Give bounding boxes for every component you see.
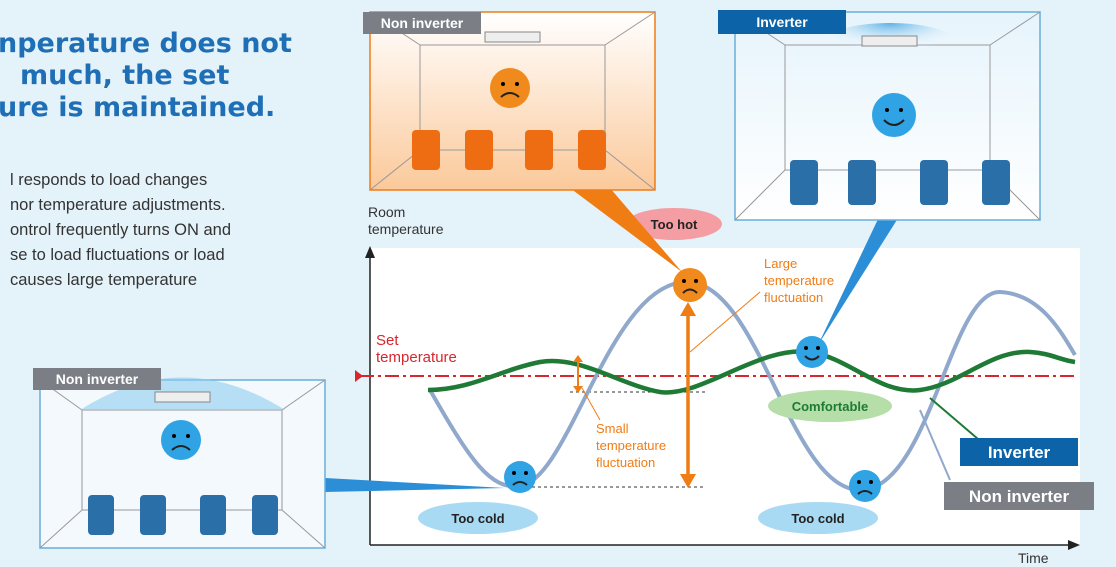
small-fluctuation-label: temperature	[596, 438, 666, 453]
set-temperature-label: temperature	[376, 349, 457, 366]
large-fluctuation-label: Large	[764, 256, 797, 271]
body-line: l responds to load changes	[10, 171, 207, 189]
legend-non-inverter	[944, 482, 1094, 510]
pointer	[325, 478, 505, 492]
room-label: Non inverter	[381, 15, 464, 31]
y-arrow	[365, 246, 375, 258]
body-line: ontrol frequently turns ON and	[10, 221, 231, 239]
heading-line: much, the set	[20, 60, 229, 91]
arrowhead	[573, 386, 583, 393]
large-fluctuation-label: temperature	[764, 273, 834, 288]
face-cold	[504, 461, 536, 493]
room-label: Inverter	[756, 14, 808, 30]
room-non-inverter-cold	[39, 377, 326, 549]
y-axis-label: temperature	[368, 221, 444, 237]
room-label: Non inverter	[56, 371, 139, 387]
too-hot-bubble	[626, 208, 722, 240]
arrowhead	[573, 355, 583, 362]
room-inverter	[734, 11, 1041, 221]
set-temperature-label: Set	[376, 332, 399, 349]
room-label-box	[718, 10, 846, 34]
room-non-inverter-hot	[369, 11, 656, 191]
leader	[581, 387, 601, 421]
too-cold-bubble	[758, 502, 878, 534]
body-line: causes large temperature	[10, 271, 197, 289]
small-fluctuation-label: Small	[596, 421, 629, 436]
comfortable-label: Comfortable	[792, 399, 869, 414]
arrowhead	[680, 302, 696, 316]
room-label-box	[33, 368, 161, 390]
leader	[929, 397, 986, 446]
body-line: nor temperature adjustments.	[10, 196, 226, 214]
comfortable-bubble	[768, 390, 892, 422]
too-cold-bubble	[418, 502, 538, 534]
set-marker	[355, 370, 363, 382]
body-line: se to load fluctuations or load	[10, 246, 225, 264]
arrowhead	[680, 474, 696, 488]
legend-label: Non inverter	[969, 487, 1070, 506]
legend-label: Inverter	[988, 443, 1051, 462]
y-axis-label: Room	[368, 204, 405, 220]
face-cold	[849, 470, 881, 502]
heading-line: nperature does not	[0, 28, 292, 59]
small-fluctuation-label: fluctuation	[596, 455, 655, 470]
pointer	[570, 188, 682, 272]
x-arrow	[1068, 540, 1080, 550]
leader	[689, 291, 761, 353]
too-cold-label: Too cold	[451, 511, 504, 526]
large-fluctuation-label: fluctuation	[764, 290, 823, 305]
inverter-curve	[427, 349, 1076, 395]
leader	[919, 409, 951, 481]
room-label-box	[363, 12, 481, 34]
face-comfortable	[796, 336, 828, 368]
too-hot-label: Too hot	[651, 217, 698, 232]
too-cold-label: Too cold	[791, 511, 844, 526]
face-hot	[673, 268, 707, 302]
legend-inverter	[960, 438, 1078, 466]
heading-line: ure is maintained.	[0, 92, 275, 123]
x-axis-label: Time	[1018, 550, 1049, 566]
pointer	[818, 215, 900, 345]
